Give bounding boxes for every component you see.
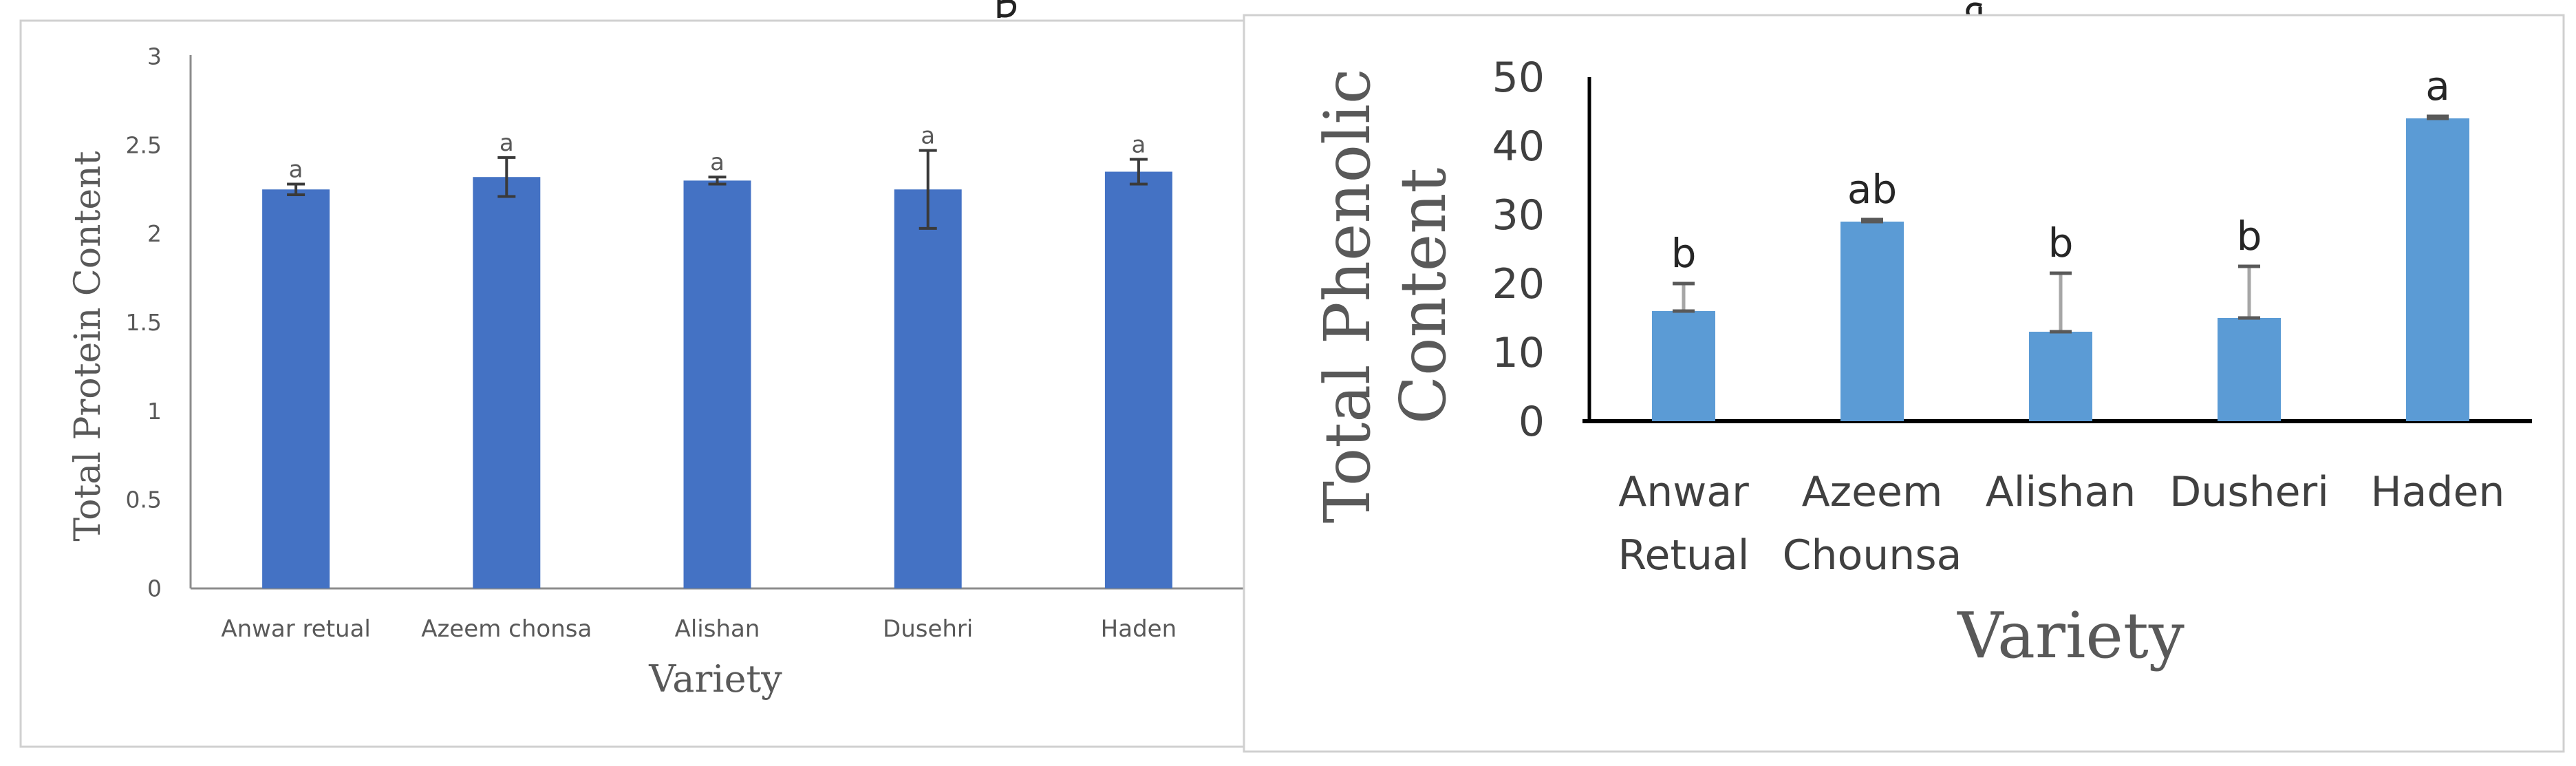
phenolic-y-axis-title-line-2: Content [1386, 168, 1460, 425]
c1-y-tick-label: 1.5 [126, 309, 162, 336]
c2-bar [2218, 318, 2281, 421]
c1-category-label: Azeem chonsa [421, 615, 592, 643]
c2-y-tick-label: 50 [1492, 54, 1545, 102]
c2-category-label: Dusheri [2169, 468, 2329, 516]
c1-bar [473, 177, 541, 588]
phenolic-x-axis-title: Variety [1957, 599, 2185, 672]
c1-y-tick-label: 0.5 [126, 487, 162, 513]
protein-y-axis-title: Total Protein Content [67, 151, 109, 541]
c2-y-tick-label: 20 [1492, 260, 1545, 308]
phenolic-y-axis-title-line-1: Total Phenolic [1311, 69, 1384, 524]
protein-chart-frame [19, 19, 1245, 748]
c2-category-label: Anwar [1618, 468, 1749, 516]
c1-category-label: Haden [1101, 615, 1177, 643]
c2-y-tick-label: 10 [1492, 329, 1545, 377]
c1-bar [683, 180, 751, 588]
c1-significance-letter: a [710, 149, 724, 176]
c1-significance-letter: a [921, 123, 935, 150]
c2-y-tick-label: 30 [1492, 191, 1545, 240]
c1-significance-letter: a [500, 129, 514, 157]
c1-significance-letter: a [1131, 131, 1146, 158]
protein-x-axis-title: Variety [648, 657, 782, 701]
c1-category-label: Alishan [675, 615, 760, 643]
c2-bar [1840, 222, 1904, 421]
c1-bar [1104, 171, 1172, 588]
c2-category-label: Haden [2371, 468, 2505, 516]
c2-bar [2406, 118, 2469, 421]
c2-category-label: Azeem [1802, 468, 1943, 516]
c1-y-tick-label: 2.5 [126, 131, 162, 158]
c1-y-tick-label: 0 [147, 575, 162, 602]
c2-y-tick-label: 0 [1518, 398, 1545, 446]
c1-category-label: Anwar retual [221, 615, 371, 643]
c2-significance-letter: ab [1847, 166, 1897, 213]
c1-bar [894, 189, 962, 588]
c2-y-tick-label: 40 [1492, 123, 1545, 171]
c2-bar [1652, 311, 1715, 421]
c2-significance-letter: b [2048, 220, 2074, 266]
c2-category-label: Chounsa [1783, 531, 1962, 579]
c2-significance-letter: b [1671, 230, 1697, 277]
c1-y-tick-label: 3 [147, 43, 162, 70]
c1-significance-letter: a [289, 156, 303, 184]
c1-category-label: Dusehri [883, 615, 973, 643]
c2-category-label: Retual [1618, 531, 1750, 579]
c1-bar [262, 189, 330, 588]
c2-bar [2029, 332, 2092, 421]
c2-significance-letter: b [2237, 213, 2262, 259]
c1-y-tick-label: 1 [147, 398, 162, 425]
c2-significance-letter: a [2425, 63, 2450, 109]
phenolic-chart: 0 10 20 30 40 50 b ab b b a Anwar Retual Azeem Choun… [1243, 14, 2565, 753]
protein-chart: 0 0.5 1 1.5 2 2.5 3 a a a a a Anwar retual Azeem ch… [19, 19, 1245, 748]
c1-y-tick-label: 2 [147, 220, 162, 247]
c2-category-label: Alishan [1986, 468, 2136, 516]
